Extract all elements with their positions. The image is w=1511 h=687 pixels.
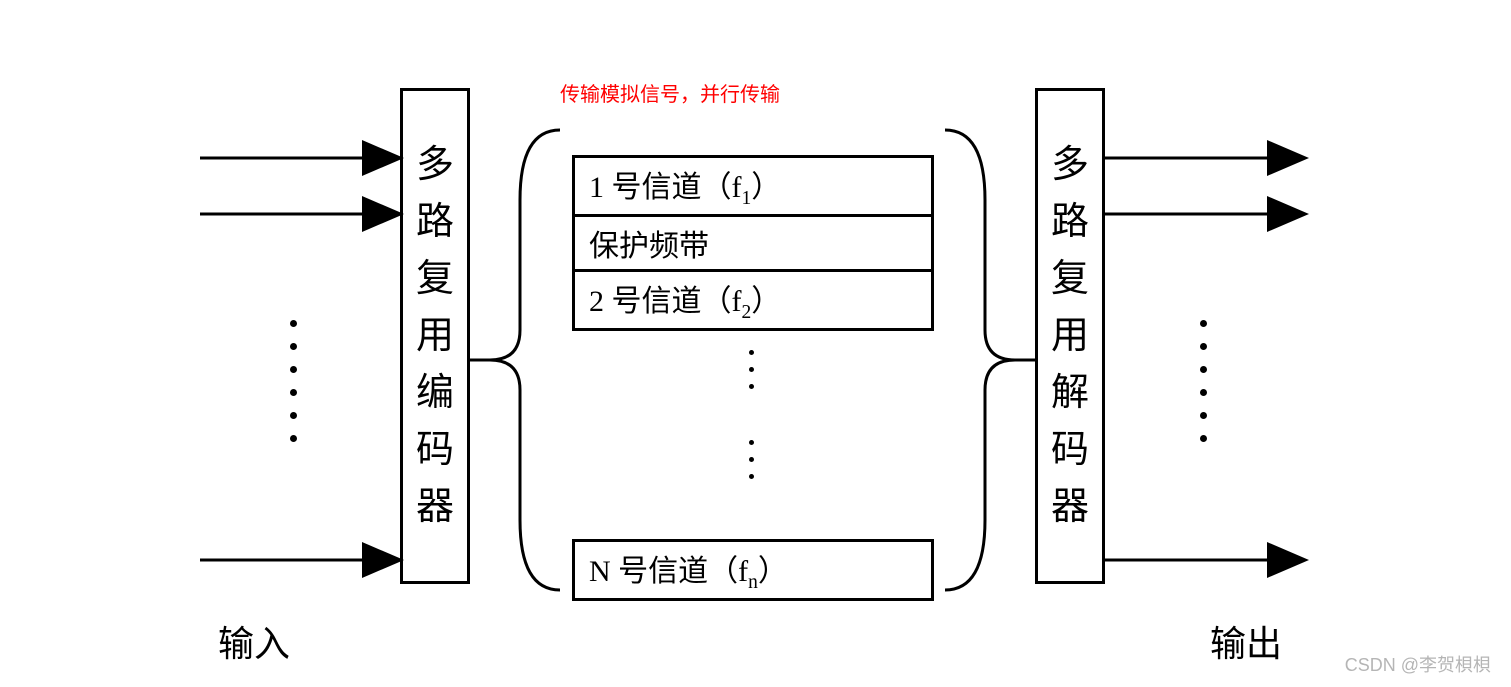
channel-row: N 号信道（fn） bbox=[575, 542, 931, 598]
vdots-center-b bbox=[749, 440, 754, 479]
encoder-char: 用 bbox=[416, 308, 454, 365]
decoder-char: 解 bbox=[1051, 365, 1089, 422]
channel-tail: ） bbox=[751, 285, 781, 318]
annotation-text: 传输模拟信号，并行传输 bbox=[560, 78, 780, 107]
channel-sub: n bbox=[748, 572, 758, 593]
decoder-char: 器 bbox=[1051, 479, 1089, 536]
channel-text: N 号信道（f bbox=[589, 555, 748, 588]
channel-text: 1 号信道（f bbox=[589, 171, 742, 204]
encoder-box: 多 路 复 用 编 码 器 bbox=[400, 88, 470, 584]
vdots-center-a bbox=[749, 350, 754, 389]
channel-row: 1 号信道（f1） bbox=[575, 158, 931, 217]
output-label: 输出 bbox=[1210, 615, 1282, 667]
encoder-char: 多 bbox=[416, 137, 454, 194]
channel-table-bottom: N 号信道（fn） bbox=[572, 539, 934, 601]
channel-text: 2 号信道（f bbox=[589, 285, 742, 318]
decoder-box: 多 路 复 用 解 码 器 bbox=[1035, 88, 1105, 584]
decoder-char: 用 bbox=[1051, 308, 1089, 365]
input-label: 输入 bbox=[218, 615, 290, 667]
vdots-right bbox=[1200, 320, 1207, 442]
fdm-diagram: 传输模拟信号，并行传输 多 路 复 用 编 码 器 多 路 复 用 解 码 器 … bbox=[0, 0, 1511, 687]
channel-tail: ） bbox=[758, 555, 788, 588]
vdots-left bbox=[290, 320, 297, 442]
channel-sub: 1 bbox=[742, 188, 752, 209]
channel-tail: ） bbox=[751, 171, 781, 204]
channel-row: 保护频带 bbox=[575, 217, 931, 272]
decoder-char: 码 bbox=[1051, 422, 1089, 479]
decoder-char: 复 bbox=[1051, 251, 1089, 308]
channel-row: 2 号信道（f2） bbox=[575, 272, 931, 328]
channel-text: 保护频带 bbox=[589, 230, 709, 263]
encoder-char: 编 bbox=[416, 365, 454, 422]
encoder-char: 码 bbox=[416, 422, 454, 479]
encoder-char: 器 bbox=[416, 479, 454, 536]
encoder-char: 复 bbox=[416, 251, 454, 308]
channel-table-top: 1 号信道（f1） 保护频带 2 号信道（f2） bbox=[572, 155, 934, 331]
decoder-char: 路 bbox=[1051, 194, 1089, 251]
encoder-char: 路 bbox=[416, 194, 454, 251]
watermark: CSDN @李贺梖梖 bbox=[1345, 651, 1491, 677]
decoder-char: 多 bbox=[1051, 137, 1089, 194]
channel-sub: 2 bbox=[742, 302, 752, 323]
